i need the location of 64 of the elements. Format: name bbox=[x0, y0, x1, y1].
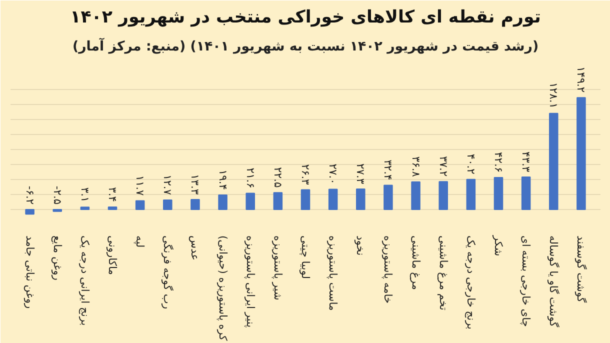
data-label: ۱۱.۷ bbox=[134, 175, 147, 196]
bar bbox=[466, 178, 476, 210]
x-tick-label: پنیر ایرانی پاستوریزه bbox=[244, 236, 257, 328]
x-tick-label: شکر bbox=[492, 234, 505, 256]
x-tick-label: روغن نباتی جامد bbox=[23, 236, 36, 309]
x-tick-label: برنج ایرانی درجه یک bbox=[78, 236, 92, 326]
x-tick-label: گوشت گاو یا گوساله bbox=[547, 236, 560, 328]
bar bbox=[218, 194, 228, 210]
bar bbox=[135, 200, 145, 210]
bar bbox=[576, 97, 586, 210]
bar bbox=[273, 192, 283, 210]
x-tick-label: لوبیا چیتی bbox=[299, 236, 312, 279]
x-tick-label: گوشت گوسفند bbox=[574, 236, 588, 304]
x-tick-label: کره پاستوریزه (حیوانی) bbox=[216, 236, 230, 342]
bar bbox=[438, 181, 448, 210]
data-label: ۱۲۸.۱ bbox=[547, 82, 560, 108]
bar bbox=[25, 209, 34, 215]
bar bbox=[411, 181, 420, 210]
bar bbox=[548, 112, 558, 210]
x-tick-label: ماکارونی bbox=[106, 236, 120, 275]
x-tick-label: روغن مایع bbox=[50, 236, 64, 280]
x-tick-label: لپه bbox=[134, 236, 147, 248]
data-label: ۴۲.۶ bbox=[492, 152, 505, 173]
x-tick-label: نخود bbox=[354, 236, 368, 256]
x-tick-label: مرغ ماشینی bbox=[409, 236, 422, 290]
data-label: ۳۷.۲ bbox=[436, 156, 450, 177]
data-label: ۲۱.۶ bbox=[244, 168, 257, 188]
data-label: -۲.۵ bbox=[50, 186, 64, 205]
data-label: ۲۶.۳ bbox=[299, 164, 312, 186]
bar bbox=[521, 176, 531, 210]
bar bbox=[494, 177, 504, 210]
x-tick-label: تخم مرغ ماشینی bbox=[436, 236, 450, 310]
data-label: -۶.۲ bbox=[23, 186, 36, 205]
bar bbox=[80, 206, 90, 210]
bar bbox=[246, 192, 255, 210]
bar bbox=[384, 184, 393, 210]
bar bbox=[108, 206, 118, 210]
x-tick-label: شیر پاستوریزه bbox=[271, 236, 284, 300]
data-label: ۳.۴ bbox=[106, 187, 120, 202]
bar bbox=[163, 199, 172, 210]
chart-subtitle: (رشد قیمت در شهریور ۱۴۰۲ نسبت به شهریور ۱۴۰۱) (منبع: مرکز آمار) bbox=[72, 38, 539, 54]
data-label: ۳۲.۴ bbox=[382, 160, 395, 181]
bar bbox=[328, 188, 338, 210]
data-label: ۲۲.۵ bbox=[271, 167, 284, 188]
data-label: ۴۳.۳ bbox=[520, 152, 533, 172]
chart-title: تورم نقطه ای کالاهای خوراکی منتخب در شهریور ۱۴۰۲ bbox=[70, 8, 541, 28]
bar bbox=[190, 199, 200, 210]
data-label: ۱۴۹.۲ bbox=[574, 66, 588, 93]
x-tick-label: رب گوجه فرنگی bbox=[161, 236, 174, 310]
data-label: ۳۶.۸ bbox=[409, 156, 422, 178]
data-label: ۱۲.۷ bbox=[161, 174, 174, 196]
data-label: ۳.۱ bbox=[78, 187, 92, 202]
data-label: ۱۹.۴ bbox=[216, 169, 230, 190]
x-tick-label: برنج خارجی درجه یک bbox=[464, 236, 478, 330]
data-label: ۲۷.۳ bbox=[354, 164, 368, 184]
data-label: ۴۰.۲ bbox=[464, 154, 478, 175]
x-tick-label: چای خارجی بسته ای bbox=[520, 236, 533, 327]
x-tick-label: ماست پاستوریزه bbox=[326, 236, 340, 311]
x-tick-label: خامه پاستوریزه bbox=[382, 236, 395, 304]
data-label: ۱۳.۳ bbox=[188, 174, 202, 195]
data-label: ۲۷.۰ bbox=[326, 164, 340, 184]
x-tick-label: عدس bbox=[188, 236, 202, 260]
bar bbox=[300, 189, 310, 210]
bar bbox=[356, 188, 366, 210]
